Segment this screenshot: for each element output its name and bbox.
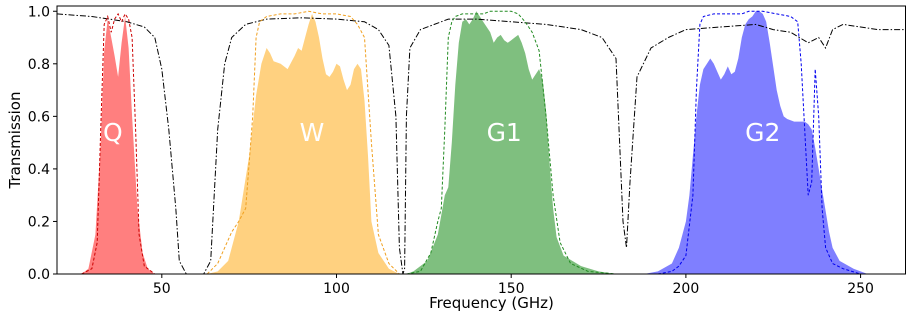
x-tick-label: 150	[498, 281, 525, 297]
band-label-g1: G1	[487, 118, 522, 147]
x-tick-label: 50	[153, 281, 171, 297]
y-tick-label: 0.0	[28, 267, 50, 283]
band-label-w: W	[300, 118, 325, 147]
axes: 50 100 150 200 250 0.0 0.2 0.4 0.6 0.8 1.0	[28, 4, 906, 297]
passband-line-w	[206, 10, 400, 274]
band-fill-g2	[643, 11, 868, 274]
x-tick-label: 100	[323, 281, 350, 297]
y-tick-label: 0.8	[28, 57, 50, 73]
y-tick-label: 0.4	[28, 162, 50, 178]
x-axis-title: Frequency (GHz)	[429, 294, 554, 312]
band-label-g2: G2	[745, 118, 780, 147]
passband-line-g1	[406, 10, 617, 274]
x-tick-label: 250	[847, 281, 874, 297]
band-fill-g1	[406, 11, 617, 274]
y-tick-label: 1.0	[28, 4, 50, 20]
y-tick-label: 0.6	[28, 109, 50, 125]
passband-line-g2	[657, 10, 861, 274]
band-fill-w	[207, 13, 400, 274]
passband-line-q	[81, 12, 156, 274]
band-label-q: Q	[103, 118, 123, 147]
y-axis-title: Transmission	[6, 92, 24, 190]
band-fill-q	[81, 16, 155, 274]
plot-area: Q W G1 G2	[57, 10, 906, 274]
x-tick-label: 200	[673, 281, 700, 297]
atmosphere-line	[57, 13, 906, 274]
y-tick-label: 0.2	[28, 214, 50, 230]
